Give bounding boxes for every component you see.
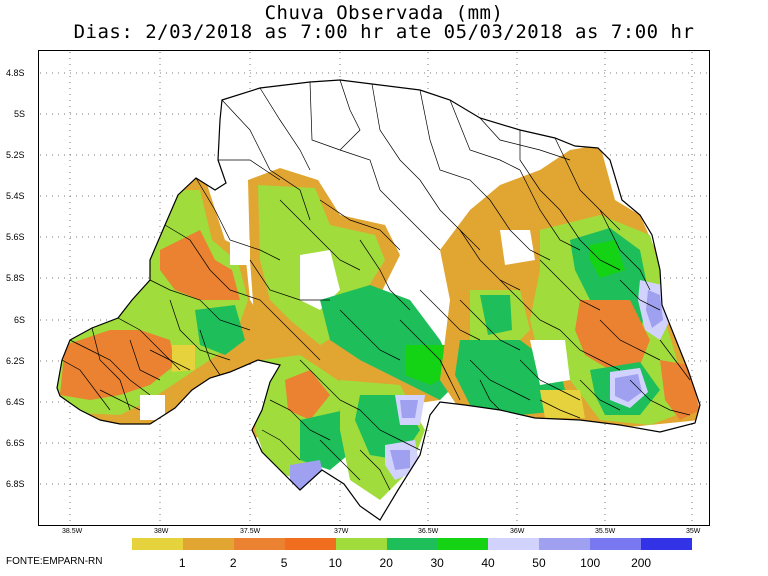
lon-label: 35.5W	[595, 528, 615, 535]
data-source: FONTE:EMPARN-RN	[6, 556, 102, 567]
lat-label: 6S	[14, 315, 25, 325]
legend-label: 50	[532, 556, 545, 570]
lon-label: 36W	[510, 528, 524, 535]
legend-label: 30	[430, 556, 443, 570]
legend-swatch	[183, 538, 234, 550]
lat-label: 5.6S	[6, 232, 25, 242]
legend-label: 40	[481, 556, 494, 570]
legend-swatch	[132, 538, 183, 550]
lon-label: 37W	[334, 528, 348, 535]
lon-label: 36.5W	[418, 528, 438, 535]
legend-label: 5	[281, 556, 288, 570]
lon-label: 37.5W	[240, 528, 260, 535]
legend-swatch	[641, 538, 692, 550]
lat-label: 5S	[14, 109, 25, 119]
lon-label: 38.5W	[62, 528, 82, 535]
lat-label: 5.4S	[6, 191, 25, 201]
legend-swatch	[336, 538, 387, 550]
legend-label: 2	[230, 556, 237, 570]
legend-swatch	[387, 538, 438, 550]
legend-label: 1	[179, 556, 186, 570]
legend-label: 100	[580, 556, 600, 570]
legend-swatch	[285, 538, 336, 550]
map-frame	[38, 50, 710, 526]
legend-label: 20	[380, 556, 393, 570]
lat-label: 6.8S	[6, 479, 25, 489]
lat-label: 5.2S	[6, 150, 25, 160]
lat-label: 6.4S	[6, 397, 25, 407]
legend-swatch	[539, 538, 590, 550]
legend-label: 10	[329, 556, 342, 570]
legend-swatch	[590, 538, 641, 550]
lat-label: 6.6S	[6, 438, 25, 448]
lat-label: 5.8S	[6, 273, 25, 283]
lon-label: 38W	[154, 528, 168, 535]
legend-swatch	[437, 538, 488, 550]
lon-label: 35W	[686, 528, 700, 535]
legend-label: 200	[631, 556, 651, 570]
lat-label: 6.2S	[6, 356, 25, 366]
legend-swatch	[488, 538, 539, 550]
legend-swatch	[234, 538, 285, 550]
lat-label: 4.8S	[6, 68, 25, 78]
